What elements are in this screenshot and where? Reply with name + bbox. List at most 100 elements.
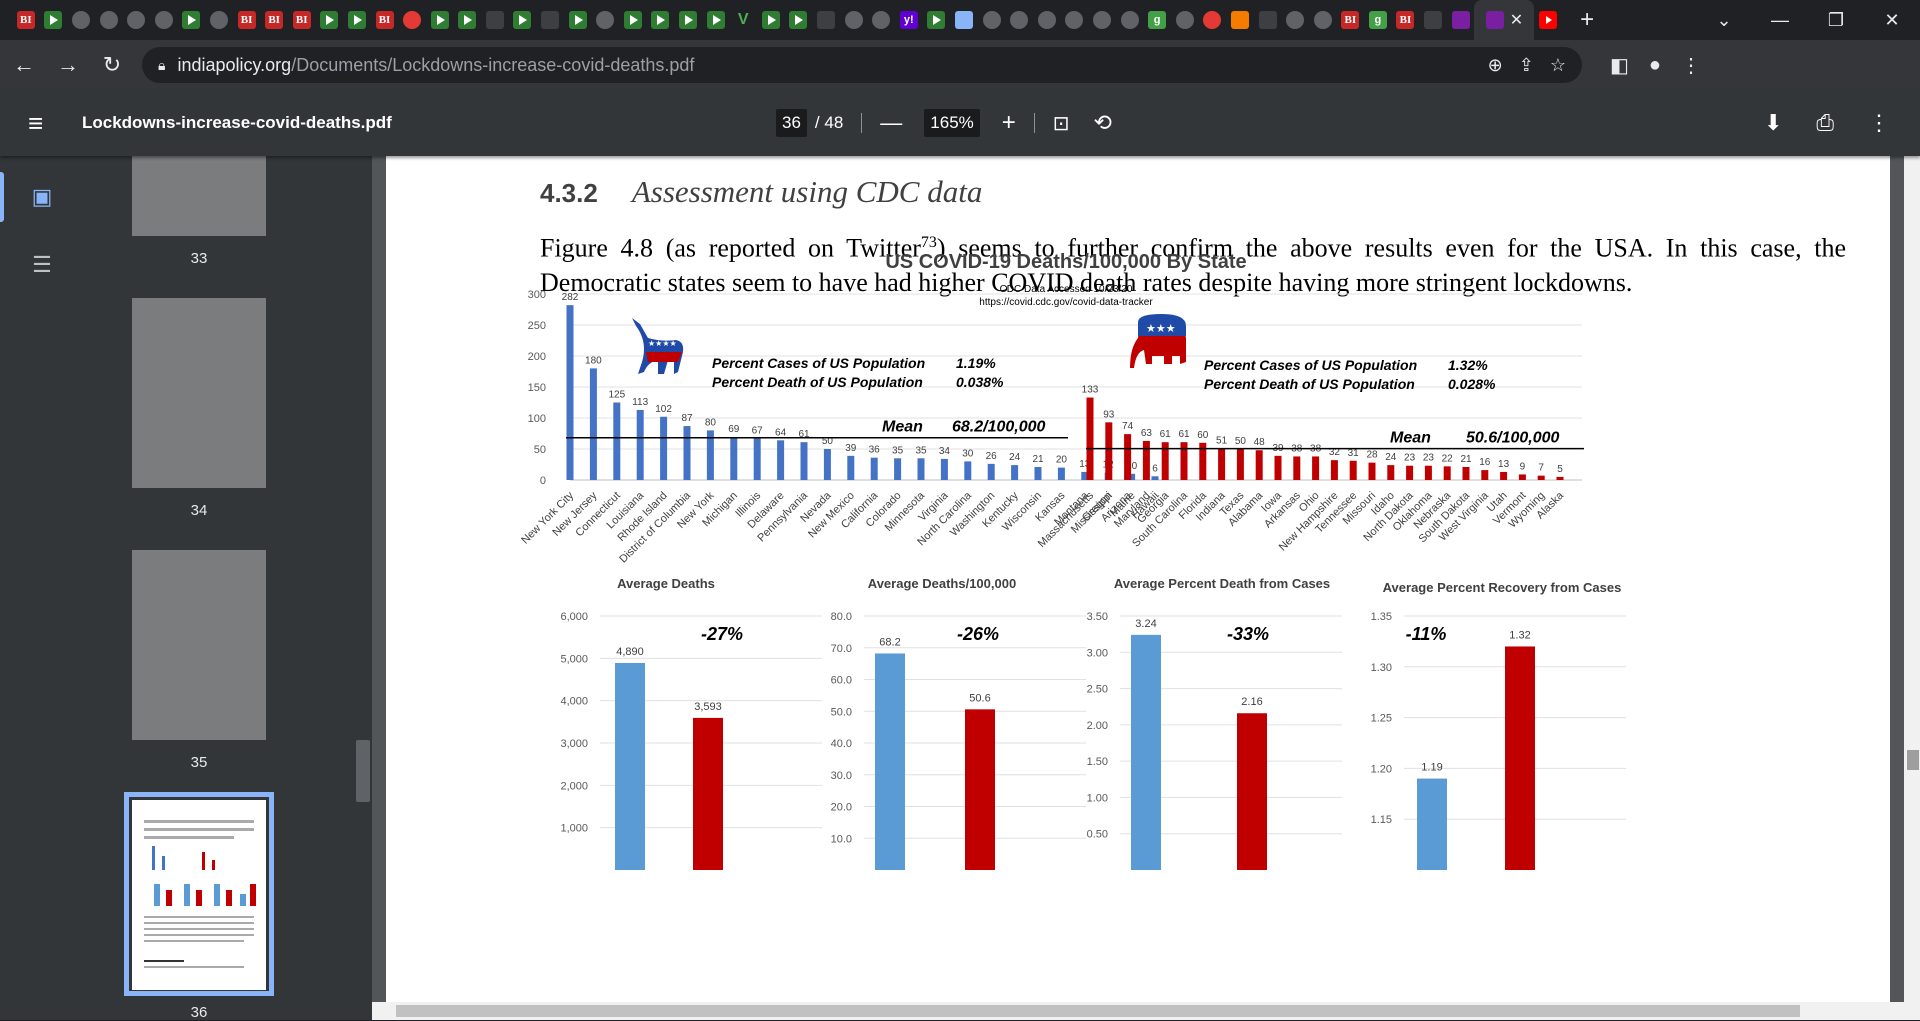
tab[interactable] bbox=[178, 0, 206, 40]
tab[interactable] bbox=[536, 0, 564, 40]
tab[interactable] bbox=[978, 0, 1006, 40]
tab[interactable] bbox=[1088, 0, 1116, 40]
tab[interactable]: BI bbox=[371, 0, 399, 40]
tab[interactable] bbox=[205, 0, 233, 40]
page-thumbnail[interactable] bbox=[132, 156, 266, 236]
tab[interactable] bbox=[1033, 0, 1061, 40]
tab[interactable]: BI bbox=[1392, 0, 1420, 40]
tab[interactable] bbox=[1281, 0, 1309, 40]
tab[interactable] bbox=[1254, 0, 1282, 40]
side-panel-icon[interactable]: ◧ bbox=[1610, 54, 1629, 77]
tab[interactable]: BI bbox=[12, 0, 40, 40]
tab[interactable]: BI bbox=[1337, 0, 1365, 40]
tab[interactable] bbox=[1005, 0, 1033, 40]
tab[interactable] bbox=[40, 0, 68, 40]
lock-icon[interactable]: 🔒︎ bbox=[158, 56, 166, 73]
restore-button[interactable]: ❐ bbox=[1827, 9, 1845, 30]
tab[interactable] bbox=[1419, 0, 1447, 40]
tab[interactable] bbox=[1199, 0, 1227, 40]
close-tab-icon[interactable]: ✕ bbox=[1509, 12, 1524, 29]
tab[interactable] bbox=[647, 0, 675, 40]
sidebar-scroll-thumb[interactable] bbox=[356, 740, 370, 802]
tab[interactable] bbox=[923, 0, 951, 40]
tab[interactable] bbox=[95, 0, 123, 40]
fit-page-icon[interactable]: ⊡ bbox=[1052, 112, 1070, 135]
state-bar bbox=[566, 305, 574, 480]
tab[interactable]: g bbox=[1364, 0, 1392, 40]
tab[interactable] bbox=[67, 0, 95, 40]
tab[interactable]: BI bbox=[233, 0, 261, 40]
tab[interactable] bbox=[674, 0, 702, 40]
new-tab-button[interactable]: + bbox=[1580, 6, 1595, 33]
bar-value-label: 30 bbox=[962, 448, 974, 459]
tab[interactable] bbox=[122, 0, 150, 40]
tab[interactable] bbox=[867, 0, 895, 40]
tab-search-icon[interactable]: ⌄ bbox=[1716, 9, 1732, 30]
rotate-icon[interactable]: ⟲ bbox=[1093, 110, 1112, 135]
tab[interactable]: g bbox=[1143, 0, 1171, 40]
zoom-icon[interactable]: ⊕ bbox=[1487, 54, 1503, 75]
tab[interactable] bbox=[343, 0, 371, 40]
tab[interactable] bbox=[316, 0, 344, 40]
thumbnails-view-icon[interactable]: ▣ bbox=[31, 184, 53, 209]
tab[interactable] bbox=[619, 0, 647, 40]
print-icon[interactable]: ⎙ bbox=[1816, 110, 1834, 135]
page-number-input[interactable]: 36 bbox=[776, 109, 807, 137]
tab[interactable] bbox=[481, 0, 509, 40]
gdark-favicon-icon bbox=[541, 11, 560, 29]
download-icon[interactable]: ⬇ bbox=[1763, 110, 1783, 135]
tab[interactable] bbox=[1061, 0, 1089, 40]
tab[interactable] bbox=[812, 0, 840, 40]
play-favicon-icon bbox=[761, 11, 780, 29]
page-thumbnail[interactable] bbox=[132, 550, 266, 740]
tab[interactable] bbox=[398, 0, 426, 40]
page-thumbnail[interactable] bbox=[132, 298, 266, 488]
profile-icon[interactable]: ● bbox=[1648, 53, 1661, 76]
zoom-in-button[interactable]: + bbox=[1001, 109, 1016, 136]
tab[interactable]: BI bbox=[288, 0, 316, 40]
tab[interactable] bbox=[785, 0, 813, 40]
zoom-level-input[interactable]: 165% bbox=[924, 109, 980, 137]
minimize-button[interactable]: — bbox=[1771, 9, 1789, 30]
tab[interactable] bbox=[454, 0, 482, 40]
reload-button[interactable]: ↻ bbox=[102, 52, 122, 77]
tab[interactable] bbox=[150, 0, 178, 40]
sidebar-scrollbar[interactable] bbox=[356, 156, 372, 1020]
page-thumbnail-current[interactable] bbox=[132, 800, 266, 990]
tab[interactable] bbox=[1309, 0, 1337, 40]
tab[interactable] bbox=[426, 0, 454, 40]
tab[interactable] bbox=[950, 0, 978, 40]
tab[interactable]: BI bbox=[260, 0, 288, 40]
forward-button[interactable]: → bbox=[57, 52, 79, 77]
tab[interactable] bbox=[1171, 0, 1199, 40]
tab[interactable] bbox=[509, 0, 537, 40]
zoom-out-button[interactable]: — bbox=[880, 110, 903, 135]
share-icon[interactable]: ⇪ bbox=[1518, 54, 1534, 75]
footnote-reference[interactable]: 73 bbox=[920, 234, 937, 251]
close-window-button[interactable]: ✕ bbox=[1884, 9, 1900, 30]
back-button[interactable]: ← bbox=[13, 52, 35, 77]
document-scroll-thumb[interactable] bbox=[1907, 750, 1919, 770]
outline-view-icon[interactable]: ☰ bbox=[32, 252, 52, 277]
tab[interactable] bbox=[1447, 0, 1475, 40]
tab[interactable] bbox=[840, 0, 868, 40]
active-tab[interactable]: ✕ bbox=[1474, 0, 1535, 40]
tab[interactable] bbox=[757, 0, 785, 40]
bookmark-star-icon[interactable]: ☆ bbox=[1549, 54, 1566, 75]
tab[interactable] bbox=[702, 0, 730, 40]
tab[interactable] bbox=[591, 0, 619, 40]
browser-menu-icon[interactable]: ⋮ bbox=[1681, 54, 1701, 77]
vee-favicon-icon: V bbox=[737, 11, 749, 28]
tab[interactable]: y! bbox=[895, 0, 923, 40]
hamburger-menu-icon[interactable]: ≡ bbox=[28, 107, 44, 138]
tab[interactable] bbox=[1226, 0, 1254, 40]
horizontal-scrollbar[interactable] bbox=[372, 1002, 1904, 1020]
tab[interactable] bbox=[1116, 0, 1144, 40]
horizontal-scroll-thumb[interactable] bbox=[396, 1005, 1800, 1017]
tab[interactable] bbox=[564, 0, 592, 40]
more-options-icon[interactable]: ⋮ bbox=[1868, 110, 1890, 135]
address-bar[interactable]: 🔒︎ indiapolicy.org/Documents/Lockdowns-i… bbox=[142, 47, 1582, 83]
document-scrollbar[interactable] bbox=[1904, 156, 1920, 1020]
tab[interactable] bbox=[1534, 0, 1562, 40]
tab[interactable]: V bbox=[729, 0, 757, 40]
